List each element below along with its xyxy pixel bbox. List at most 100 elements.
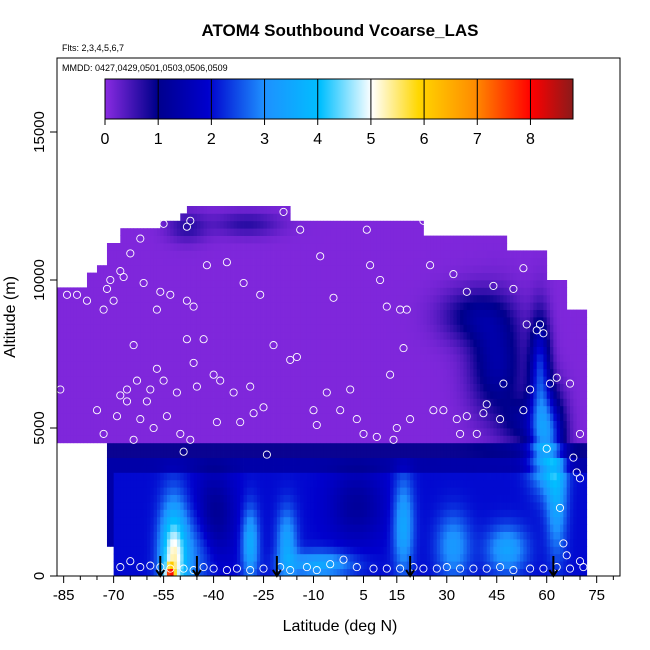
heatmap-cell xyxy=(86,346,91,355)
heatmap-cell xyxy=(136,502,141,510)
heatmap-cell xyxy=(410,539,414,547)
heatmap-cell xyxy=(373,524,378,532)
heatmap-cell xyxy=(383,502,388,510)
heatmap-cell xyxy=(426,457,431,466)
heatmap-cell xyxy=(116,502,121,510)
heatmap-cell xyxy=(306,391,311,399)
heatmap-cell xyxy=(140,280,145,288)
heatmap-cell xyxy=(93,346,98,355)
heatmap-cell xyxy=(266,405,271,414)
heatmap-cell xyxy=(153,502,158,510)
heatmap-cell xyxy=(106,509,111,518)
heatmap-cell xyxy=(156,531,161,540)
heatmap-cell xyxy=(240,487,244,495)
heatmap-cell xyxy=(323,243,328,251)
heatmap-cell xyxy=(233,235,238,244)
heatmap-cell xyxy=(90,383,95,392)
heatmap-cell xyxy=(336,553,341,562)
heatmap-cell xyxy=(260,494,264,503)
heatmap-cell xyxy=(206,361,211,370)
heatmap-cell xyxy=(186,405,191,414)
heatmap-cell xyxy=(180,465,184,473)
heatmap-cell xyxy=(356,509,361,518)
heatmap-cell xyxy=(403,265,408,273)
heatmap-cell xyxy=(160,220,164,229)
heatmap-cell xyxy=(396,339,401,347)
heatmap-cell xyxy=(223,339,228,347)
heatmap-cell xyxy=(346,435,351,444)
heatmap-cell xyxy=(300,280,304,288)
heatmap-cell xyxy=(230,235,234,244)
heatmap-cell xyxy=(90,272,95,281)
heatmap-cell xyxy=(313,265,318,273)
heatmap-cell xyxy=(113,428,118,436)
heatmap-cell xyxy=(133,546,138,555)
heatmap-cell xyxy=(346,302,351,310)
heatmap-cell xyxy=(380,317,384,325)
heatmap-cell xyxy=(296,516,301,525)
heatmap-cell xyxy=(330,235,334,244)
heatmap-cell xyxy=(196,494,201,503)
heatmap-cell xyxy=(80,398,85,407)
heatmap-cell xyxy=(190,479,194,488)
heatmap-cell xyxy=(256,531,261,540)
heatmap-cell xyxy=(113,442,118,451)
heatmap-cell xyxy=(376,502,381,510)
heatmap-cell xyxy=(186,220,191,229)
heatmap-cell xyxy=(310,524,314,532)
heatmap-cell xyxy=(90,294,95,303)
heatmap-cell xyxy=(323,294,328,303)
heatmap-cell xyxy=(230,272,234,281)
heatmap-cell xyxy=(300,479,304,488)
heatmap-cell xyxy=(96,368,101,377)
heatmap-cell xyxy=(153,546,158,555)
heatmap-cell xyxy=(236,531,241,540)
heatmap-cell xyxy=(86,376,91,384)
heatmap-cell xyxy=(336,309,341,318)
heatmap-cell xyxy=(346,354,351,362)
heatmap-cell xyxy=(420,324,424,333)
heatmap-cell xyxy=(366,220,371,229)
heatmap-cell xyxy=(330,472,334,481)
heatmap-cell xyxy=(163,331,168,340)
heatmap-cell xyxy=(320,391,324,399)
heatmap-cell xyxy=(380,568,384,576)
heatmap-cell xyxy=(306,257,311,266)
heatmap-cell xyxy=(246,413,251,421)
heatmap-cell xyxy=(276,413,281,421)
heatmap-cell xyxy=(413,450,418,458)
heatmap-cell xyxy=(110,317,115,325)
heatmap-cell xyxy=(253,494,258,503)
heatmap-cell xyxy=(223,368,228,377)
heatmap-cell xyxy=(346,398,351,407)
heatmap-cell xyxy=(336,487,341,495)
heatmap-cell xyxy=(356,405,361,414)
heatmap-cell xyxy=(266,428,271,436)
heatmap-cell xyxy=(116,354,121,362)
heatmap-cell xyxy=(186,442,191,451)
heatmap-cell xyxy=(236,302,241,310)
heatmap-cell xyxy=(57,317,61,325)
heatmap-cell xyxy=(273,494,278,503)
heatmap-cell xyxy=(283,531,288,540)
heatmap-cell xyxy=(190,487,194,495)
heatmap-cell xyxy=(206,428,211,436)
heatmap-cell xyxy=(386,339,391,347)
heatmap-cell xyxy=(180,235,184,244)
heatmap-cell xyxy=(143,442,148,451)
heatmap-cell xyxy=(333,294,338,303)
heatmap-cell xyxy=(256,265,261,273)
heatmap-cell xyxy=(236,539,241,547)
heatmap-cell xyxy=(263,235,268,244)
heatmap-cell xyxy=(126,413,131,421)
heatmap-cell xyxy=(263,346,268,355)
heatmap-cell xyxy=(270,553,274,562)
heatmap-cell xyxy=(376,472,381,481)
heatmap-cell xyxy=(240,561,244,569)
heatmap-cell xyxy=(276,317,281,325)
heatmap-cell xyxy=(193,354,198,362)
heatmap-cell xyxy=(240,361,244,370)
heatmap-cell xyxy=(396,413,401,421)
heatmap-cell xyxy=(226,287,231,296)
heatmap-cell xyxy=(393,294,398,303)
